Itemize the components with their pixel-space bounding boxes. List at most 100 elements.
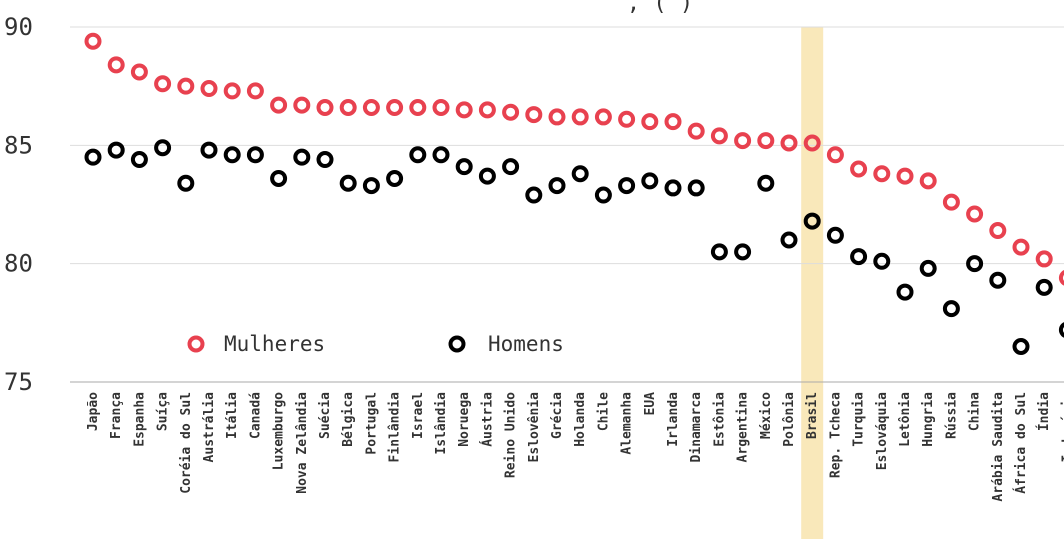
homens-point xyxy=(316,151,334,169)
mulheres-point xyxy=(850,160,868,178)
x-tick-label: Espanha xyxy=(132,392,147,447)
x-tick-label: Austrália xyxy=(202,392,217,463)
homens-point xyxy=(177,174,195,192)
mulheres-point xyxy=(780,134,798,152)
homens-point xyxy=(734,243,752,261)
homens-point xyxy=(1012,338,1030,355)
homens-point xyxy=(571,165,589,183)
homens-point xyxy=(1058,322,1064,338)
mulheres-point xyxy=(386,98,404,116)
y-axis-ticks: 75 80 85 90 xyxy=(4,13,33,396)
mulheres-point xyxy=(803,134,821,152)
homens-point xyxy=(942,300,960,318)
mulheres-point xyxy=(316,98,334,116)
mulheres-point xyxy=(1035,250,1053,268)
homens-point xyxy=(641,172,659,190)
mulheres-point xyxy=(1058,270,1064,286)
homens-point xyxy=(455,158,473,176)
data-points xyxy=(84,32,1064,355)
x-tick-label: Eslováquia xyxy=(875,392,890,470)
homens-point xyxy=(223,146,241,164)
homens-point xyxy=(826,226,844,244)
x-tick-label: Brasil xyxy=(805,392,820,439)
homens-point xyxy=(107,141,125,159)
mulheres-point xyxy=(525,106,543,124)
x-tick-label: Chile xyxy=(596,392,611,431)
x-tick-label: Luxemburgo xyxy=(272,392,287,470)
y-tick-label: 75 xyxy=(4,368,33,396)
mulheres-point xyxy=(1012,238,1030,256)
x-tick-label: Nova Zelândia xyxy=(295,392,310,494)
legend: Mulheres Homens xyxy=(187,332,564,356)
homens-point xyxy=(246,146,264,164)
y-tick-label: 90 xyxy=(4,13,33,41)
mulheres-point xyxy=(548,108,566,126)
legend-label-homens: Homens xyxy=(488,332,564,356)
x-tick-label: China xyxy=(968,392,983,431)
x-tick-label: Turquia xyxy=(852,392,867,447)
x-tick-label: França xyxy=(109,392,124,439)
x-tick-label: Noruega xyxy=(457,392,472,447)
x-tick-label: Dinamarca xyxy=(689,392,704,463)
mulheres-point xyxy=(571,108,589,126)
homens-point xyxy=(780,231,798,249)
grid-lines xyxy=(70,26,1064,383)
mulheres-point xyxy=(618,110,636,128)
homens-point xyxy=(594,186,612,204)
homens-point xyxy=(1035,278,1053,296)
mulheres-point xyxy=(502,103,520,121)
y-tick-label: 80 xyxy=(4,250,33,278)
homens-point xyxy=(896,283,914,301)
mulheres-point xyxy=(989,222,1007,240)
mulheres-point xyxy=(154,75,172,93)
mulheres-point xyxy=(177,77,195,95)
mulheres-point xyxy=(84,32,102,50)
homens-point xyxy=(386,169,404,187)
homens-point xyxy=(803,212,821,230)
homens-point xyxy=(154,139,172,157)
mulheres-point xyxy=(594,108,612,126)
homens-point xyxy=(757,174,775,192)
homens-point xyxy=(478,167,496,185)
homens-point xyxy=(200,141,218,159)
highlight-band xyxy=(801,27,824,539)
x-tick-label: Holanda xyxy=(573,392,588,447)
homens-point xyxy=(362,177,380,195)
x-tick-label: Finlândia xyxy=(388,392,403,463)
mulheres-point xyxy=(246,82,264,100)
legend-marker-mulheres xyxy=(187,335,205,353)
homens-point xyxy=(339,174,357,192)
mulheres-point xyxy=(710,127,728,145)
mulheres-point xyxy=(293,96,311,114)
x-tick-label: Indonésia xyxy=(1060,392,1064,463)
x-tick-label: Reino Unido xyxy=(504,392,519,478)
mulheres-point xyxy=(664,113,682,131)
mulheres-point xyxy=(734,132,752,150)
homens-point xyxy=(270,169,288,187)
homens-point xyxy=(432,146,450,164)
homens-point xyxy=(548,177,566,195)
homens-point xyxy=(850,248,868,266)
mulheres-point xyxy=(641,113,659,131)
x-tick-label: Islândia xyxy=(434,392,449,455)
x-tick-label: EUA xyxy=(643,392,658,416)
mulheres-point xyxy=(873,165,891,183)
mulheres-point xyxy=(826,146,844,164)
x-tick-label: Estônia xyxy=(712,392,727,447)
homens-point xyxy=(664,179,682,197)
x-tick-label: Alemanha xyxy=(620,392,635,455)
homens-point xyxy=(130,151,148,169)
legend-marker-homens xyxy=(448,335,466,353)
x-tick-label: Letônia xyxy=(898,392,913,447)
x-tick-label: Canadá xyxy=(248,392,263,439)
homens-point xyxy=(525,186,543,204)
homens-point xyxy=(687,179,705,197)
mulheres-point xyxy=(942,193,960,211)
mulheres-point xyxy=(107,56,125,74)
homens-point xyxy=(873,252,891,270)
chart-title: , ( ) xyxy=(627,0,693,16)
mulheres-point xyxy=(687,122,705,140)
y-tick-label: 85 xyxy=(4,131,33,159)
x-tick-label: Áustria xyxy=(479,392,495,447)
mulheres-point xyxy=(966,205,984,223)
